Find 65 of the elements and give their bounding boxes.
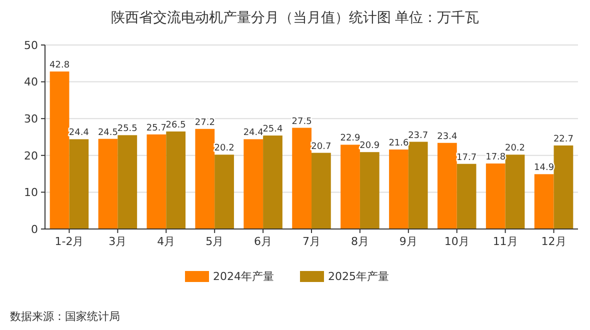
bar — [292, 128, 312, 229]
data-label: 23.4 — [437, 132, 458, 142]
data-label: 20.2 — [504, 144, 526, 154]
data-label: 17.7 — [456, 152, 477, 163]
data-label: 42.8 — [50, 60, 70, 70]
data-label: 25.4 — [262, 124, 284, 135]
data-label: 20.7 — [311, 142, 332, 152]
bar — [534, 174, 554, 229]
data-label: 24.5 — [98, 128, 118, 138]
bar — [195, 128, 215, 229]
bar — [146, 134, 166, 229]
bar — [505, 154, 525, 229]
source-note: 数据来源：国家统计局 — [10, 310, 120, 323]
bar — [50, 71, 70, 229]
bar — [69, 139, 89, 229]
y-tick-label: 40 — [24, 76, 38, 89]
x-tick-label: 3月 — [108, 235, 127, 248]
y-tick-label: 10 — [24, 186, 38, 200]
bar — [312, 152, 331, 229]
data-label: 25.7 — [146, 123, 166, 134]
bar — [98, 138, 118, 229]
data-label: 27.2 — [194, 118, 215, 128]
bar — [456, 164, 476, 229]
bar — [389, 150, 408, 229]
x-tick-label: 7月 — [302, 235, 320, 248]
data-label: 22.9 — [340, 134, 361, 144]
y-tick-label: 30 — [24, 112, 38, 126]
x-tick-label: 10月 — [444, 235, 470, 248]
legend-label: 2024年产量 — [213, 270, 274, 283]
bar — [340, 144, 360, 229]
bar — [244, 139, 264, 229]
data-label: 21.6 — [388, 138, 410, 149]
x-tick-label: 5月 — [206, 235, 224, 248]
bar — [360, 152, 380, 229]
bar — [437, 142, 457, 229]
x-tick-label: 9月 — [399, 235, 418, 248]
data-label: 24.4 — [68, 128, 90, 138]
x-tick-label: 12月 — [541, 235, 566, 248]
data-label: 26.5 — [166, 120, 186, 130]
x-tick-label: 1-2月 — [54, 235, 84, 248]
bar — [118, 135, 138, 229]
x-tick-label: 11月 — [492, 235, 518, 248]
data-label: 22.7 — [553, 134, 574, 144]
x-tick-label: 8月 — [350, 235, 369, 248]
data-label: 20.9 — [360, 141, 380, 152]
bar — [554, 145, 574, 229]
data-label: 25.5 — [117, 124, 138, 134]
y-tick-label: 0 — [31, 222, 38, 236]
bar — [263, 136, 282, 229]
data-label: 20.2 — [214, 144, 234, 154]
bar — [408, 142, 428, 229]
data-label: 24.4 — [243, 128, 264, 138]
chart-title: 陕西省交流电动机产量分月（当月值）统计图 单位：万千瓦 — [110, 10, 480, 26]
x-tick-label: 6月 — [254, 235, 272, 248]
x-tick-label: 4月 — [157, 235, 176, 248]
legend-label: 2025年产量 — [328, 270, 389, 283]
y-tick-label: 20 — [24, 149, 38, 162]
bar — [486, 163, 506, 229]
data-label: 17.8 — [486, 152, 506, 162]
bar — [214, 154, 234, 229]
data-label: 23.7 — [408, 130, 428, 141]
data-label: 27.5 — [292, 116, 312, 127]
y-tick-label: 50 — [24, 38, 38, 52]
bar — [166, 131, 186, 229]
data-label: 14.9 — [534, 163, 554, 174]
